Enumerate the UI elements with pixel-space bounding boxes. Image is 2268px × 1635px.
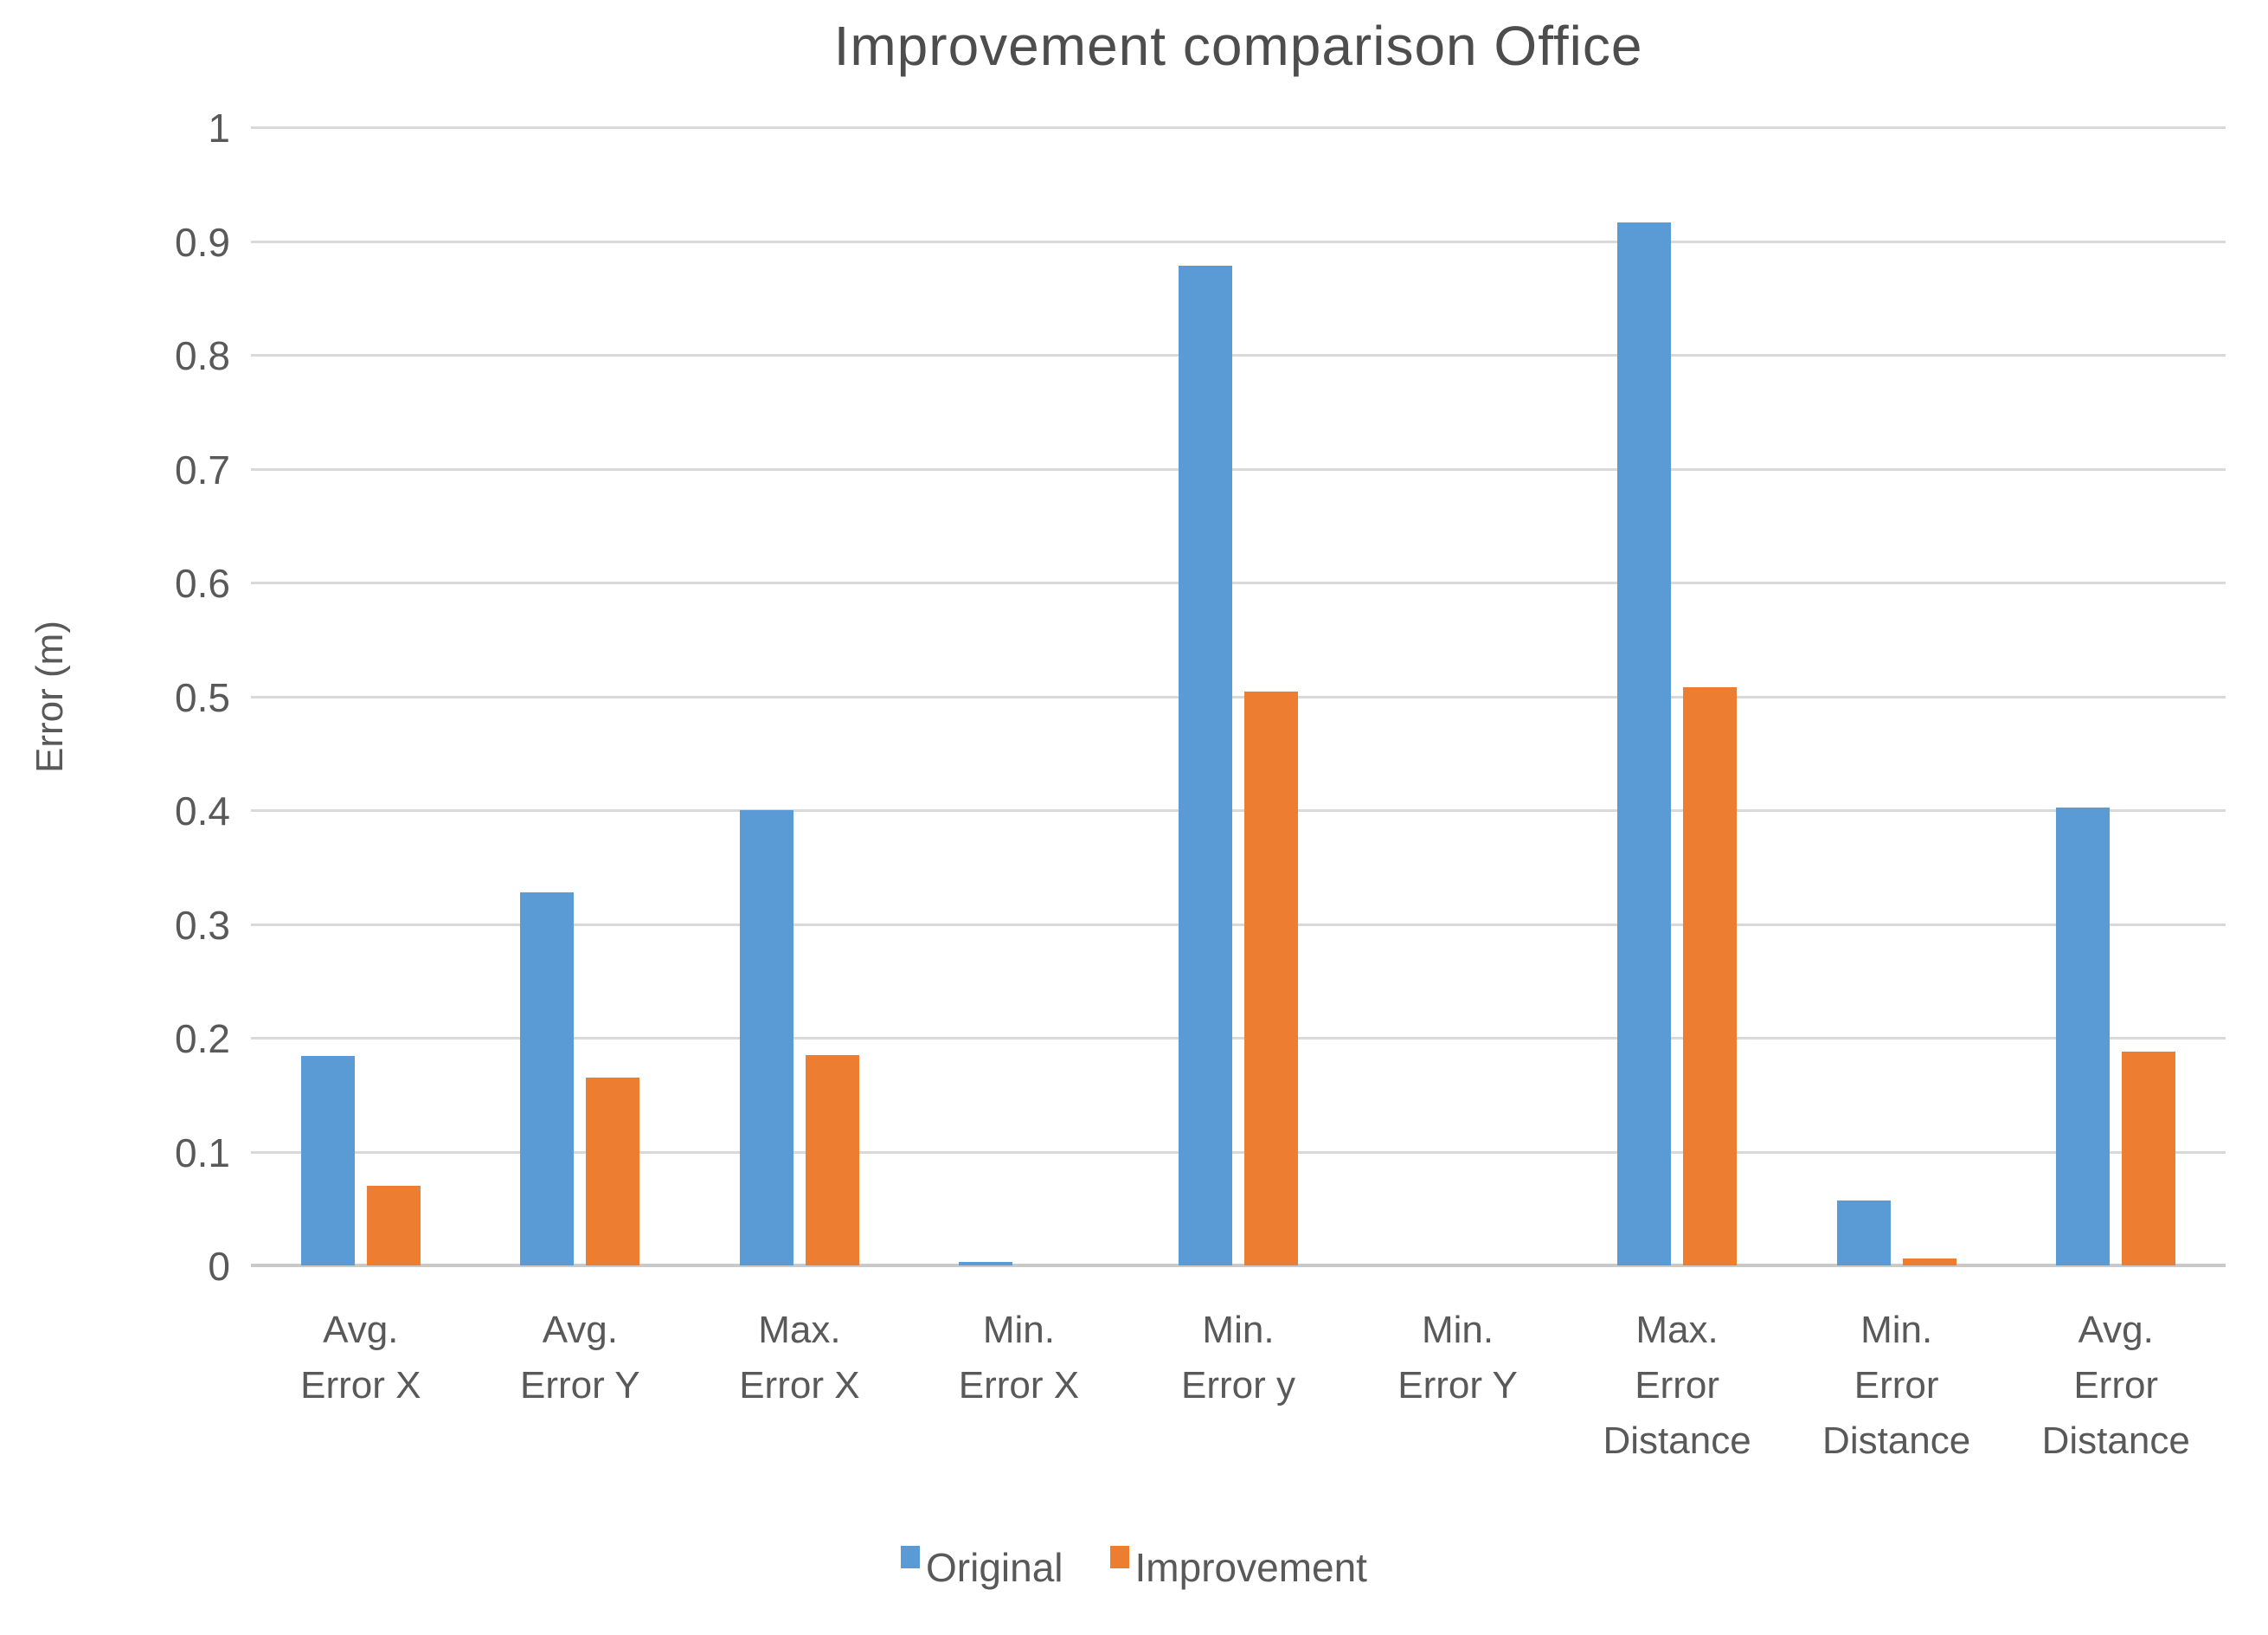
y-tick-label: 0.5	[175, 674, 230, 720]
legend-swatch-original	[901, 1546, 921, 1568]
category-label-line: Distance	[2041, 1419, 2190, 1462]
bar-original-9	[2056, 808, 2111, 1265]
bar-original-2	[520, 892, 575, 1265]
y-tick-label: 0.2	[175, 1016, 230, 1061]
y-tick-label: 0	[208, 1244, 230, 1289]
gridline	[251, 126, 2226, 129]
category-label: Avg. Error Y	[471, 1303, 691, 1413]
bar-original-1	[300, 1056, 355, 1265]
category-label: Max. Error Distance	[1567, 1303, 1787, 1469]
gridline	[251, 1150, 2226, 1154]
category-label: Min. Error X	[909, 1303, 1129, 1413]
y-tick-label: 0.7	[175, 447, 230, 492]
bar-improvement-2	[586, 1078, 640, 1265]
category-label: Min. Error Y	[1348, 1303, 1568, 1413]
bar-improvement-7	[1683, 687, 1738, 1265]
bar-original-5	[1179, 266, 1232, 1265]
category-label-line: Error Y	[1397, 1364, 1518, 1406]
category-label-line: Min.	[1860, 1309, 1933, 1351]
category-label-line: Error	[1635, 1364, 1719, 1406]
bar-improvement-9	[2122, 1052, 2176, 1265]
category-label-line: Avg.	[323, 1309, 399, 1351]
legend-label-improvement: Improvement	[1134, 1545, 1367, 1590]
category-label-line: Error y	[1180, 1364, 1295, 1406]
bar-improvement-3	[805, 1055, 859, 1265]
y-tick-label: 0.8	[175, 333, 230, 378]
y-tick-label: 0.1	[175, 1130, 230, 1175]
category-label-line: Distance	[1822, 1419, 1971, 1462]
gridline	[251, 695, 2226, 698]
chart-title: Improvement comparison Office	[833, 15, 1643, 77]
category-label-line: Max.	[1635, 1309, 1719, 1351]
bar-improvement-1	[366, 1186, 421, 1265]
category-label-line: Distance	[1603, 1419, 1751, 1462]
y-tick-label: 0.6	[175, 561, 230, 606]
bar-original-4	[959, 1262, 1013, 1265]
legend-label-original: Original	[926, 1545, 1063, 1590]
gridline	[251, 240, 2226, 243]
legend-item-improvement: Improvement	[1109, 1542, 1367, 1593]
y-tick-label: 0.9	[175, 219, 230, 265]
category-label-line: Max.	[758, 1309, 841, 1351]
category-label: Min. Error Distance	[1787, 1303, 2007, 1469]
bar-original-7	[1617, 222, 1672, 1265]
bar-improvement-8	[1902, 1258, 1956, 1265]
bar-improvement-5	[1244, 692, 1298, 1265]
y-tick-label: 0.4	[175, 789, 230, 834]
category-label: Min. Error y	[1128, 1303, 1348, 1413]
category-label: Avg. Error Distance	[2006, 1303, 2226, 1469]
gridline	[251, 923, 2226, 926]
bar-original-3	[739, 810, 793, 1265]
legend: Original Improvement	[0, 1542, 2268, 1593]
gridline	[251, 582, 2226, 584]
legend-swatch-improvement	[1109, 1546, 1129, 1568]
gridline	[251, 354, 2226, 357]
category-label-line: Error X	[739, 1364, 860, 1406]
legend-item-original: Original	[901, 1542, 1063, 1593]
gridline	[251, 467, 2226, 471]
bar-original-8	[1836, 1201, 1891, 1265]
category-label-line: Error X	[958, 1364, 1080, 1406]
y-tick-label: 1	[208, 106, 230, 151]
y-tick-label: 0.3	[175, 902, 230, 948]
category-label-line: Error X	[300, 1364, 421, 1406]
category-label-line: Avg.	[2078, 1309, 2154, 1351]
category-label-line: Min.	[1202, 1309, 1275, 1351]
category-label-line: Min.	[1421, 1309, 1494, 1351]
gridline	[251, 1037, 2226, 1040]
category-label-line: Error	[1854, 1364, 1939, 1406]
category-label-line: Error	[2073, 1364, 2159, 1406]
gridline	[251, 809, 2226, 812]
category-label-line: Min.	[982, 1309, 1055, 1351]
category-label-line: Error Y	[520, 1364, 640, 1406]
category-label-line: Avg.	[542, 1309, 618, 1351]
category-label: Max. Error X	[690, 1303, 909, 1413]
category-label: Avg. Error X	[251, 1303, 471, 1413]
x-axis-line	[251, 1264, 2226, 1267]
